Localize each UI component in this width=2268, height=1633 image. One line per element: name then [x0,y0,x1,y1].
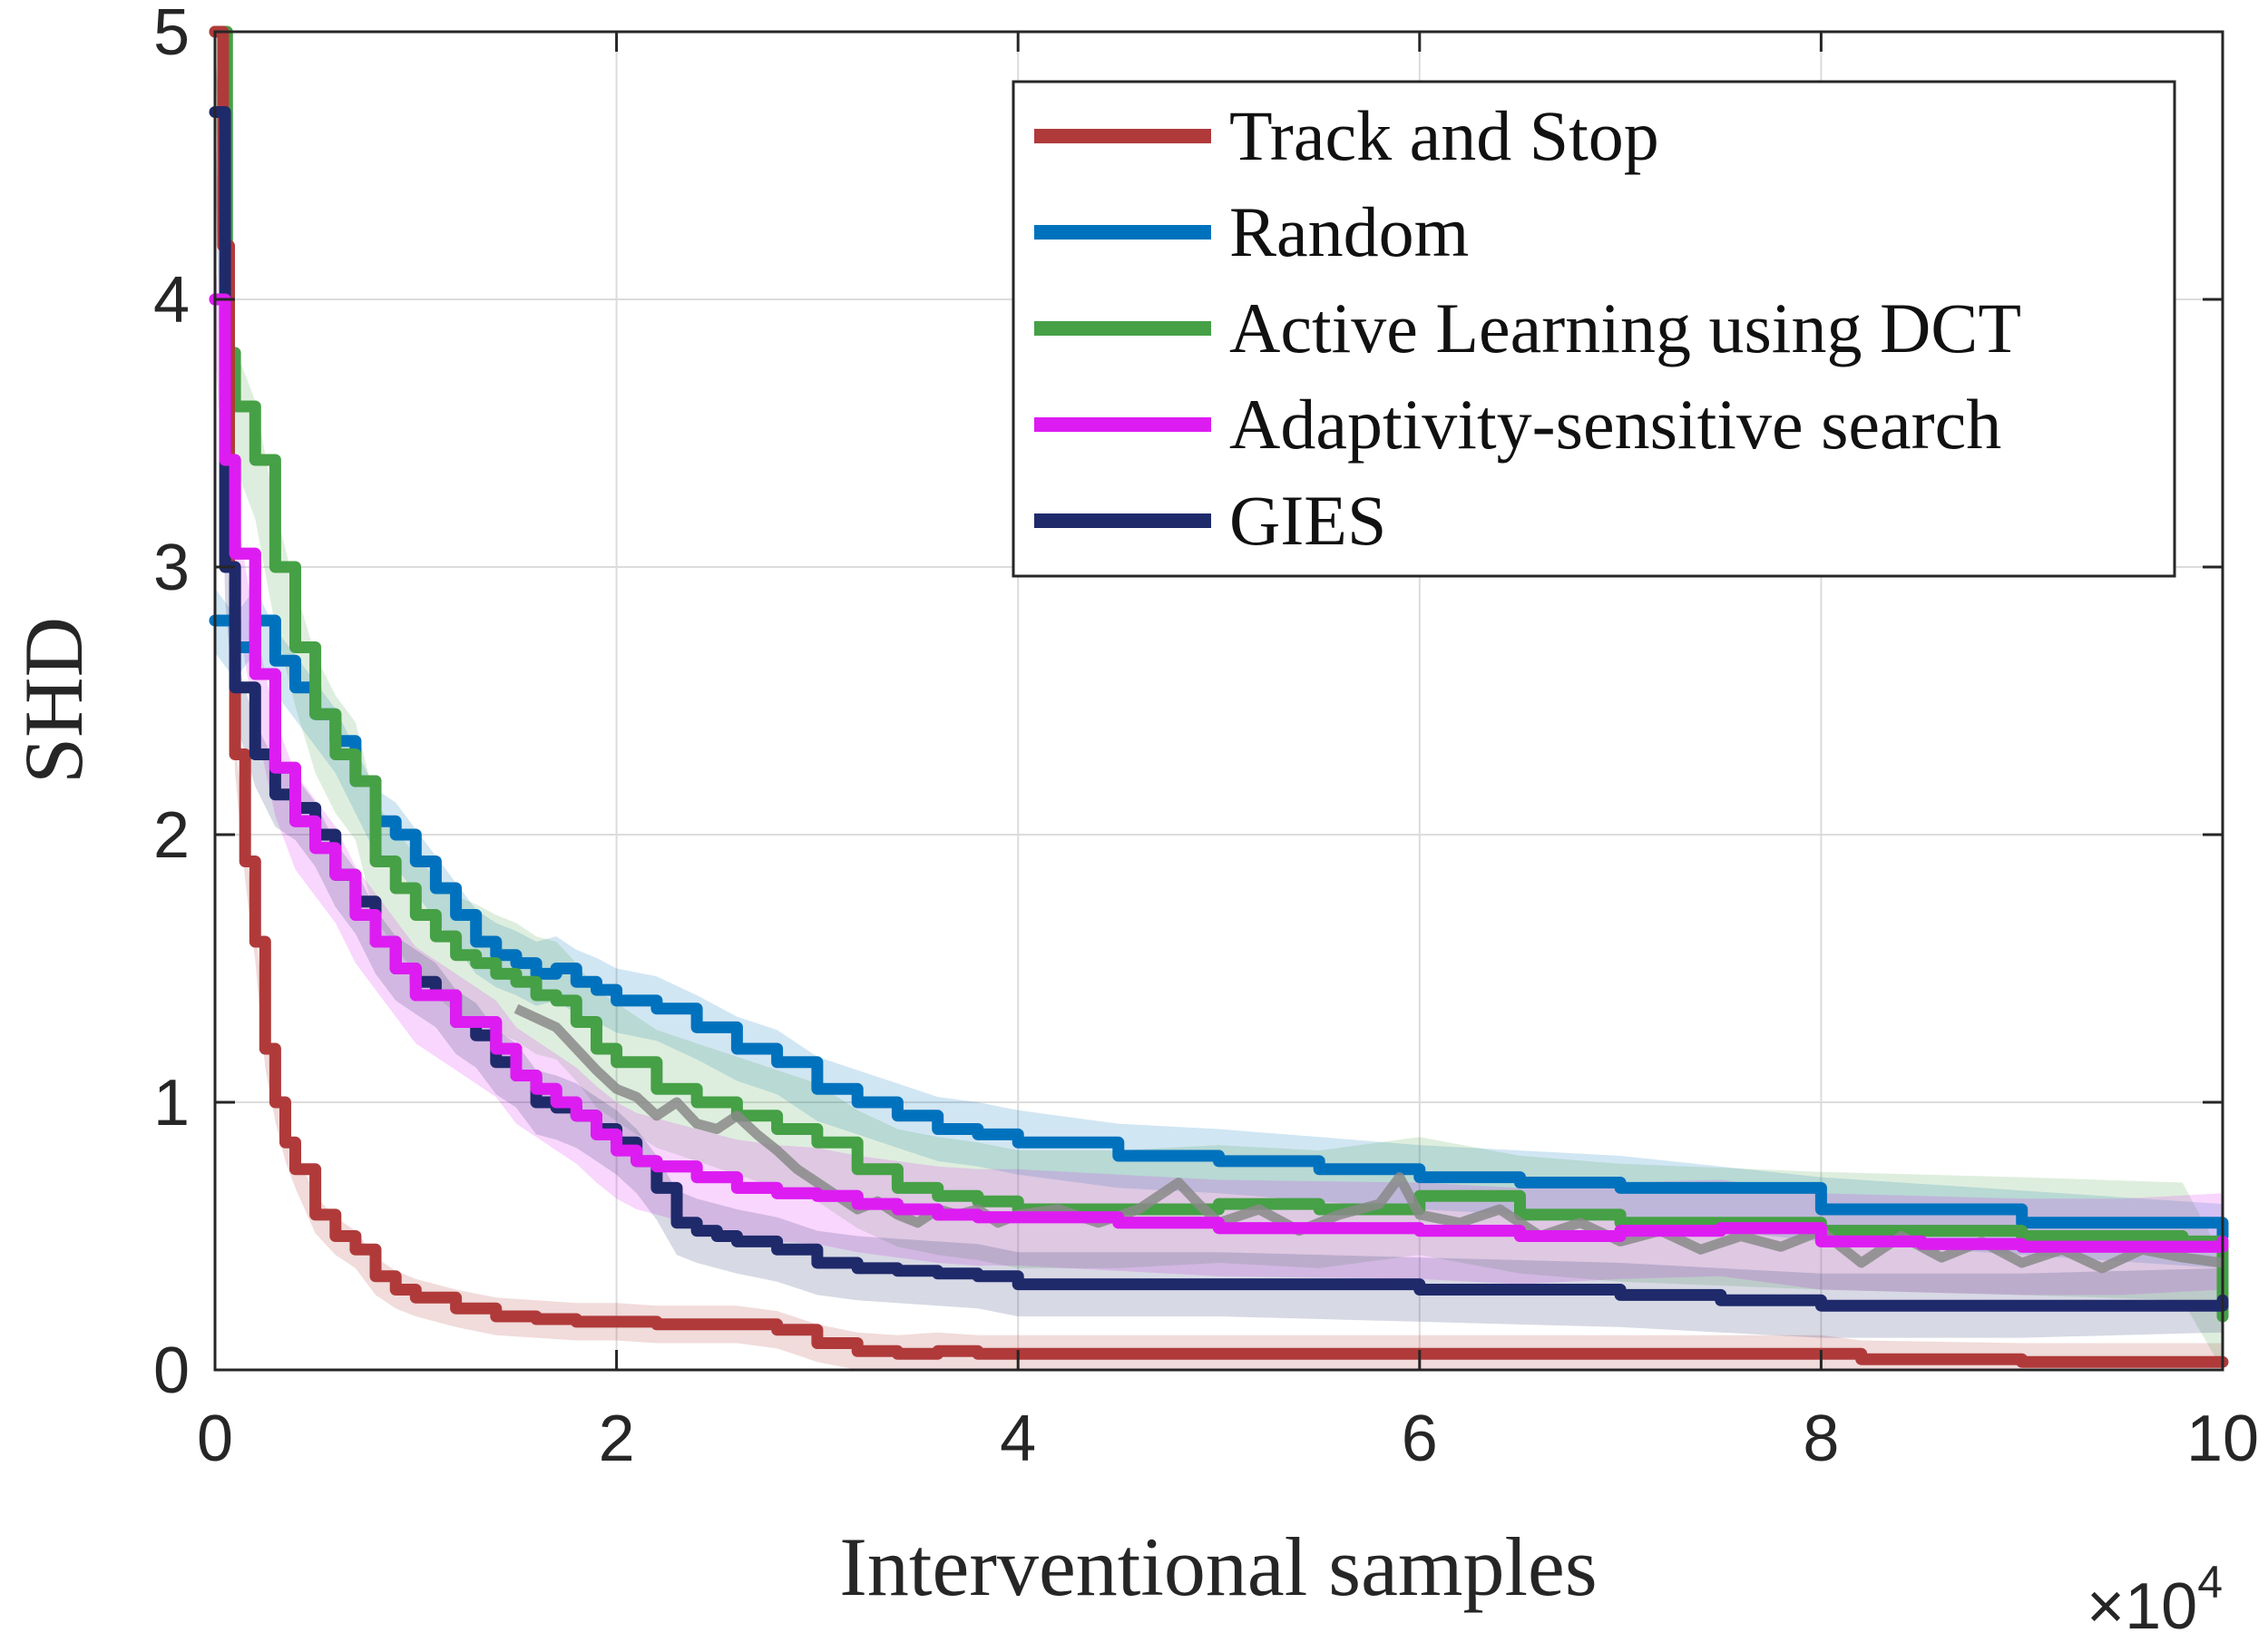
y-axis-title: SHD [7,617,100,784]
x-tick-label: 6 [1402,1403,1438,1475]
x-tick-labels: 0 2 4 6 8 10 [197,1403,2259,1475]
y-tick-label: 4 [153,264,190,337]
x-tick-label: 8 [1803,1403,1839,1475]
legend-label: GIES [1229,481,1386,560]
x-multiplier-base: ×10 [2087,1570,2197,1633]
plot-frame [213,30,2224,1372]
y-tick-label: 0 [153,1335,190,1407]
legend-label: Track and Stop [1229,96,1659,175]
legend-label: Random [1229,192,1469,271]
x-tick-label: 2 [599,1403,635,1475]
gray-trace-line [513,1003,2224,1274]
y-tick-label: 5 [153,0,190,69]
y-tick-labels: 0 1 2 3 4 5 [153,0,190,1407]
x-tick-label: 10 [2186,1403,2259,1475]
x-tick-label: 0 [197,1403,233,1475]
y-tick-label: 3 [153,532,190,604]
legend-label: Active Learning using DCT [1229,288,2021,367]
series-line [209,293,2229,1253]
series-line [209,25,2229,1368]
legend: Track and Stop Random Active Learning usin… [1012,80,2176,578]
x-tick-label: 4 [1000,1403,1036,1475]
axis-ticks [213,30,2224,1372]
y-tick-label: 2 [153,799,190,872]
legend-label: Adaptivity-sensitive search [1229,385,2001,464]
x-multiplier-exponent: 4 [2197,1557,2223,1608]
confidence-band [215,588,2223,1268]
x-axis-multiplier: ×104 [2087,1557,2223,1633]
series-lines [209,25,2229,1368]
y-tick-label: 1 [153,1067,190,1139]
x-axis-title: Interventional samples [839,1521,1597,1613]
series-line [209,614,2229,1242]
